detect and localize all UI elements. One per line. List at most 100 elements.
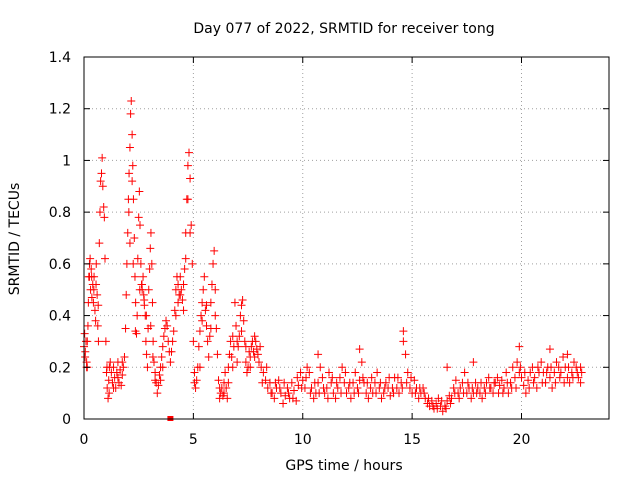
data-point: [463, 378, 472, 387]
data-point: [372, 389, 381, 398]
data-point: [524, 376, 533, 385]
x-tick-label: 10: [294, 432, 312, 448]
data-point: [206, 324, 215, 333]
y-tick-label: 0.4: [49, 309, 71, 325]
data-point: [157, 352, 166, 361]
data-point: [122, 290, 131, 299]
data-point: [81, 352, 90, 361]
data-point: [242, 368, 251, 377]
data-point: [233, 358, 242, 367]
data-point: [399, 337, 408, 346]
data-point: [411, 389, 420, 398]
data-point: [497, 376, 506, 385]
x-axis-label: GPS time / hours: [285, 458, 402, 474]
data-point: [87, 272, 96, 281]
data-point: [177, 285, 186, 294]
data-point: [366, 383, 375, 392]
data-point: [545, 373, 554, 382]
data-point: [146, 228, 155, 237]
data-point: [121, 324, 130, 333]
y-axis-label: SRMTID / TECUs: [7, 183, 23, 296]
data-point: [333, 383, 342, 392]
data-point: [398, 383, 407, 392]
data-point: [328, 373, 337, 382]
data-point: [135, 285, 144, 294]
data-point: [200, 272, 209, 281]
x-tick-label: 15: [403, 432, 421, 448]
data-point: [187, 221, 196, 230]
y-tick-label: 0: [62, 412, 71, 428]
data-point: [399, 327, 408, 336]
data-point: [337, 389, 346, 398]
data-point: [318, 373, 327, 382]
data-point: [93, 290, 102, 299]
grid-lines: [84, 57, 609, 419]
data-point: [141, 337, 150, 346]
data-point: [195, 363, 204, 372]
data-point: [263, 383, 272, 392]
data-point: [179, 306, 188, 315]
data-point: [331, 394, 340, 403]
data-point: [131, 327, 140, 336]
data-point: [354, 389, 363, 398]
data-point: [167, 347, 176, 356]
data-point: [420, 389, 429, 398]
data-point: [556, 368, 565, 377]
data-point: [128, 177, 137, 186]
x-tick-label: 0: [80, 432, 89, 448]
data-point: [563, 350, 572, 359]
y-tick-label: 0.8: [49, 205, 71, 221]
data-point: [149, 337, 158, 346]
data-point: [180, 265, 189, 274]
data-point: [213, 350, 222, 359]
data-point: [570, 358, 578, 367]
data-point: [358, 373, 367, 382]
data-point: [125, 239, 134, 248]
data-point: [201, 306, 210, 315]
data-point: [93, 321, 102, 330]
data-point: [296, 368, 305, 377]
data-point: [428, 402, 437, 411]
data-point: [256, 342, 265, 351]
data-point: [126, 109, 135, 118]
data-point: [552, 358, 561, 367]
data-point: [560, 378, 569, 387]
data-point: [276, 389, 285, 398]
data-point: [437, 396, 446, 405]
data-point: [302, 373, 311, 382]
data-point: [129, 195, 138, 204]
data-point: [191, 383, 200, 392]
data-point: [190, 368, 199, 377]
data-point: [86, 254, 95, 263]
data-point: [517, 373, 526, 382]
data-point: [323, 394, 332, 403]
data-point: [198, 298, 207, 307]
data-point: [118, 358, 127, 367]
data-point: [145, 265, 154, 274]
data-point: [125, 143, 134, 152]
data-point: [119, 363, 128, 372]
data-point: [211, 311, 220, 320]
data-point: [94, 301, 103, 310]
data-point: [96, 177, 105, 186]
data-point: [174, 298, 183, 307]
data-point: [293, 373, 302, 382]
data-point: [548, 383, 557, 392]
data-point: [87, 265, 96, 274]
y-tick-label: 0.2: [49, 360, 71, 376]
data-point: [101, 337, 110, 346]
data-point: [542, 368, 551, 377]
data-point: [393, 373, 402, 382]
data-point: [344, 383, 353, 392]
data-point: [154, 381, 163, 390]
data-point: [376, 378, 385, 387]
data-point: [532, 383, 541, 392]
data-point: [315, 389, 324, 398]
data-point: [576, 363, 585, 372]
data-point: [147, 259, 156, 268]
x-axis-ticks: 0 5 10 15 20: [80, 57, 530, 448]
data-point: [451, 376, 460, 385]
data-point: [101, 254, 109, 263]
data-point: [478, 394, 487, 403]
data-point: [267, 389, 276, 398]
